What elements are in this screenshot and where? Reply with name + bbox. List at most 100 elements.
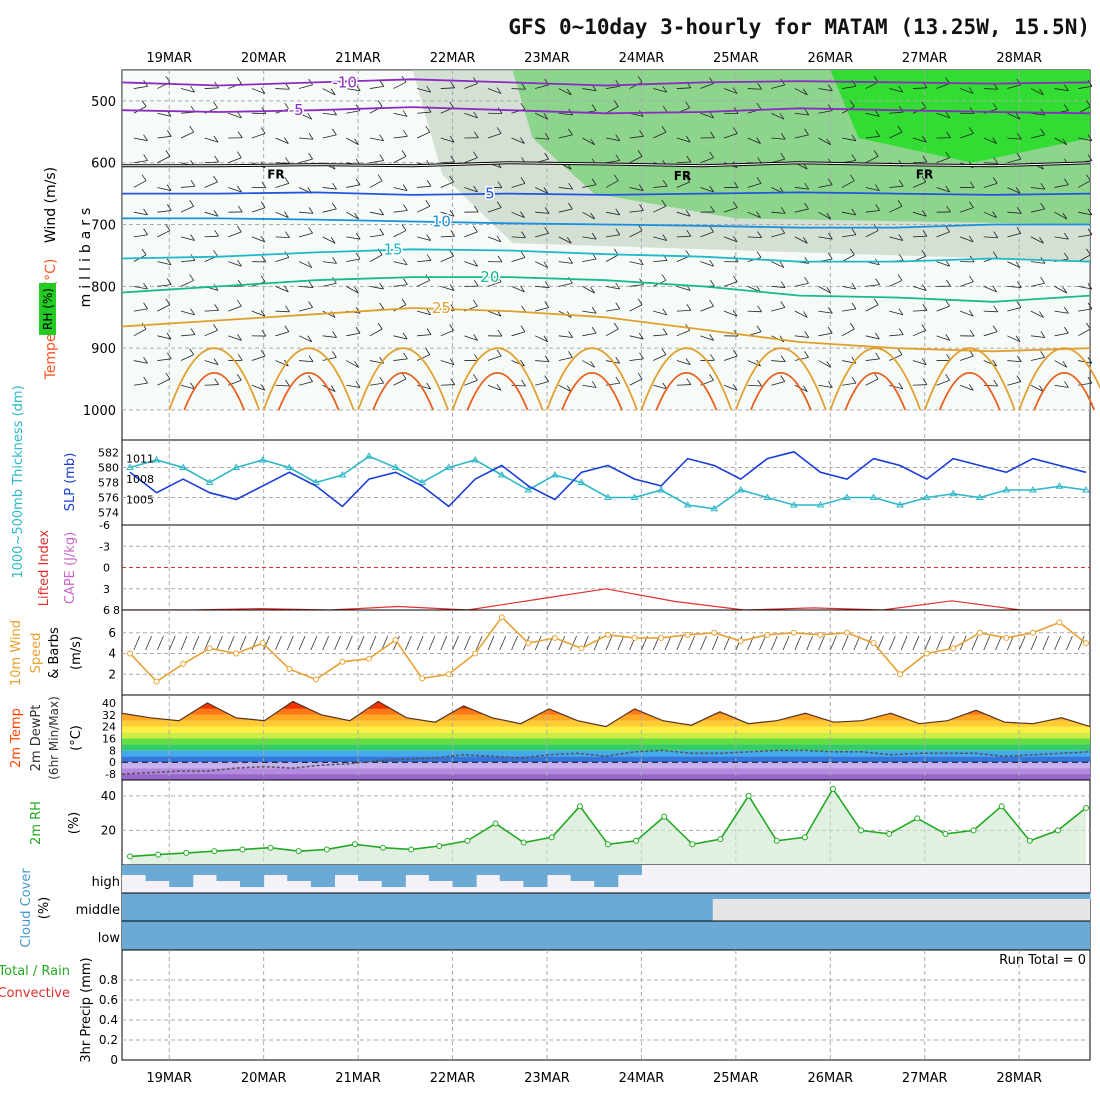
hot-contour <box>372 372 434 411</box>
wind-barb-flag <box>143 376 148 384</box>
wind-barb <box>511 182 526 188</box>
wind-barb-flag <box>921 249 927 257</box>
surface-wind-barb <box>676 635 684 651</box>
cloud-high-bar <box>381 865 406 887</box>
thickness-line <box>129 455 1087 510</box>
wind-barb <box>629 187 644 191</box>
wind-barb-flag <box>662 328 668 335</box>
isotherm-15 <box>121 248 1091 263</box>
thickness-point <box>630 493 639 500</box>
wind-speed-point <box>711 629 718 636</box>
wind-barb-flag <box>992 285 997 293</box>
wind-barb-flag <box>474 131 479 138</box>
cloud-high-bar <box>216 865 241 881</box>
wind-barb <box>794 88 808 96</box>
wind-barb <box>983 211 997 219</box>
wind-barb-flag <box>992 325 998 332</box>
wind-barb-flag <box>543 261 549 268</box>
upper-air-y-ticks: 500 600 700 800 900 1000 <box>83 95 116 419</box>
wind-barb <box>582 258 597 263</box>
wind-barb-flag <box>354 286 359 294</box>
thickness-tick: 576 <box>98 492 119 505</box>
rh2m-point <box>323 846 330 853</box>
wind-barb <box>865 358 880 361</box>
wind-barb <box>487 355 502 361</box>
wind-barb-flag <box>875 110 880 117</box>
wind-barb-flag <box>331 351 337 358</box>
temp-tick: 8 <box>109 744 116 757</box>
wind-barb <box>1007 232 1021 238</box>
wind-barb-flag <box>780 281 786 288</box>
wind-barb-flag <box>568 351 573 358</box>
wind-barb <box>180 280 194 287</box>
wind-barb <box>157 210 172 213</box>
wind-barb <box>723 310 738 317</box>
wind-barb <box>1030 112 1045 116</box>
wind-barb <box>464 112 478 119</box>
wind-barb-flag <box>637 150 643 157</box>
wind-barb <box>322 187 337 190</box>
wind-barb-flag <box>827 252 833 260</box>
wind-barb-flag <box>377 322 383 330</box>
wind-barb-flag <box>968 235 974 243</box>
li-tick: 0 <box>103 562 110 575</box>
cloud-middle-bar <box>169 893 194 921</box>
wind-barb <box>346 211 359 220</box>
cape-tick: 8 <box>113 604 120 617</box>
wind-barb <box>204 235 219 238</box>
chart-title: GFS 0~10day 3-hourly for MATAM (13.25W, … <box>508 15 1090 39</box>
wind-barb-flag <box>615 282 621 290</box>
wind-barb <box>865 81 879 89</box>
wind-barb <box>723 281 738 287</box>
wind-barb <box>629 335 644 340</box>
wind-barb <box>299 285 314 288</box>
wind-barb <box>676 329 690 337</box>
wind-barb <box>322 134 337 139</box>
thickness-point <box>418 478 426 485</box>
wind-barb <box>912 285 927 291</box>
wind-barb-flag <box>449 324 454 331</box>
temp-tick: -8 <box>105 768 116 781</box>
wind-barb <box>582 384 597 388</box>
rh-unit-label: (%) <box>67 812 82 835</box>
wind-barb <box>605 328 619 337</box>
wind-barb-flag <box>354 138 359 146</box>
wind-barb-flag <box>709 259 715 267</box>
wind-barb-flag <box>544 375 550 382</box>
wind-barb <box>771 381 785 386</box>
wind-barb <box>1078 285 1093 290</box>
wind-barb-flag <box>521 379 526 387</box>
wind-barb <box>275 285 289 293</box>
thickness-point <box>949 489 958 497</box>
wind-barb <box>889 205 903 213</box>
wind-barb <box>275 360 289 367</box>
top-date-label: 19MAR <box>146 51 192 66</box>
precip-tick: 0.4 <box>99 1013 118 1027</box>
wind-barb <box>818 332 833 337</box>
surface-wind-barb <box>180 635 188 651</box>
wind-barb <box>676 211 691 217</box>
thickness-point <box>312 478 320 485</box>
cloud-high-bar <box>169 865 194 887</box>
temp-band <box>122 762 1090 769</box>
wind-barb <box>794 236 808 244</box>
cloud-high-bar <box>452 865 477 887</box>
wind-barb-flag <box>1087 228 1093 235</box>
cloud-middle-bar <box>452 893 477 921</box>
wind-barb <box>464 231 478 238</box>
wind-barb-flag <box>756 211 761 218</box>
wind-barb-flag <box>662 308 668 315</box>
wind-barb <box>1007 211 1022 214</box>
rh2m-point <box>661 813 668 820</box>
wind-barb <box>464 379 478 386</box>
rh2m-area <box>130 788 1086 865</box>
wind-speed-point <box>1003 634 1010 641</box>
wind-barb-flag <box>662 105 668 113</box>
wind-barb-flag <box>544 281 550 288</box>
surface-wind-barb <box>924 635 932 651</box>
wind-barb-flag <box>355 84 361 91</box>
cloud-high-bar <box>334 865 359 875</box>
wind-barb <box>487 207 502 213</box>
wind-barbs-label: & Barbs <box>47 627 62 679</box>
wind-barb <box>1030 261 1045 264</box>
